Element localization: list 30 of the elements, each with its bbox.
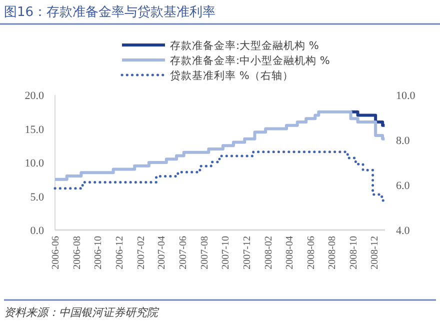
x-tick-label: 2006-10 [93,236,104,270]
y-tick-label: 15.0 [24,124,44,136]
x-tick-label: 2007-08 [199,236,210,270]
y-tick-label: 10.0 [24,158,44,170]
chart-title: 图16：存款准备金率与贷款基准利率 [4,4,216,20]
legend-label: 贷款基准利率 %（右轴） [170,69,294,82]
x-tick-label: 2008-08 [327,236,338,270]
y-tick-label: 20.0 [24,90,44,102]
x-tick-label: 2007-04 [156,236,168,270]
y2-tick-label: 10.0 [396,90,416,102]
x-tick-label: 2008-10 [348,236,360,270]
x-tick-label: 2008-04 [284,236,296,270]
y2-tick-label: 8.0 [396,135,410,147]
text: 资料来源：中国银河证券研究院 [4,306,160,319]
legend-label: 存款准备金率:中小型金融机构 % [170,54,330,67]
y2-tick-label: 4.0 [396,225,410,237]
x-tick-label: 2006-08 [72,236,83,270]
y2-tick-label: 6.0 [396,180,410,192]
x-tick-label: 2006-06 [50,236,62,270]
x-tick-label: 2008-06 [306,236,317,270]
legend-label: 存款准备金率:大型金融机构 % [170,39,319,52]
x-tick-label: 2008-12 [370,236,381,270]
x-tick-label: 2007-06 [178,236,189,270]
x-tick-label: 2008-02 [264,236,275,270]
x-tick-label: 2007-02 [136,236,148,270]
y-tick-label: 5.0 [30,191,44,204]
x-tick-label: 2007-12 [242,236,253,270]
y-tick-label: 0.0 [30,225,44,237]
x-tick-label: 2006-12 [114,236,126,270]
x-tick-label: 2007-10 [220,236,232,270]
